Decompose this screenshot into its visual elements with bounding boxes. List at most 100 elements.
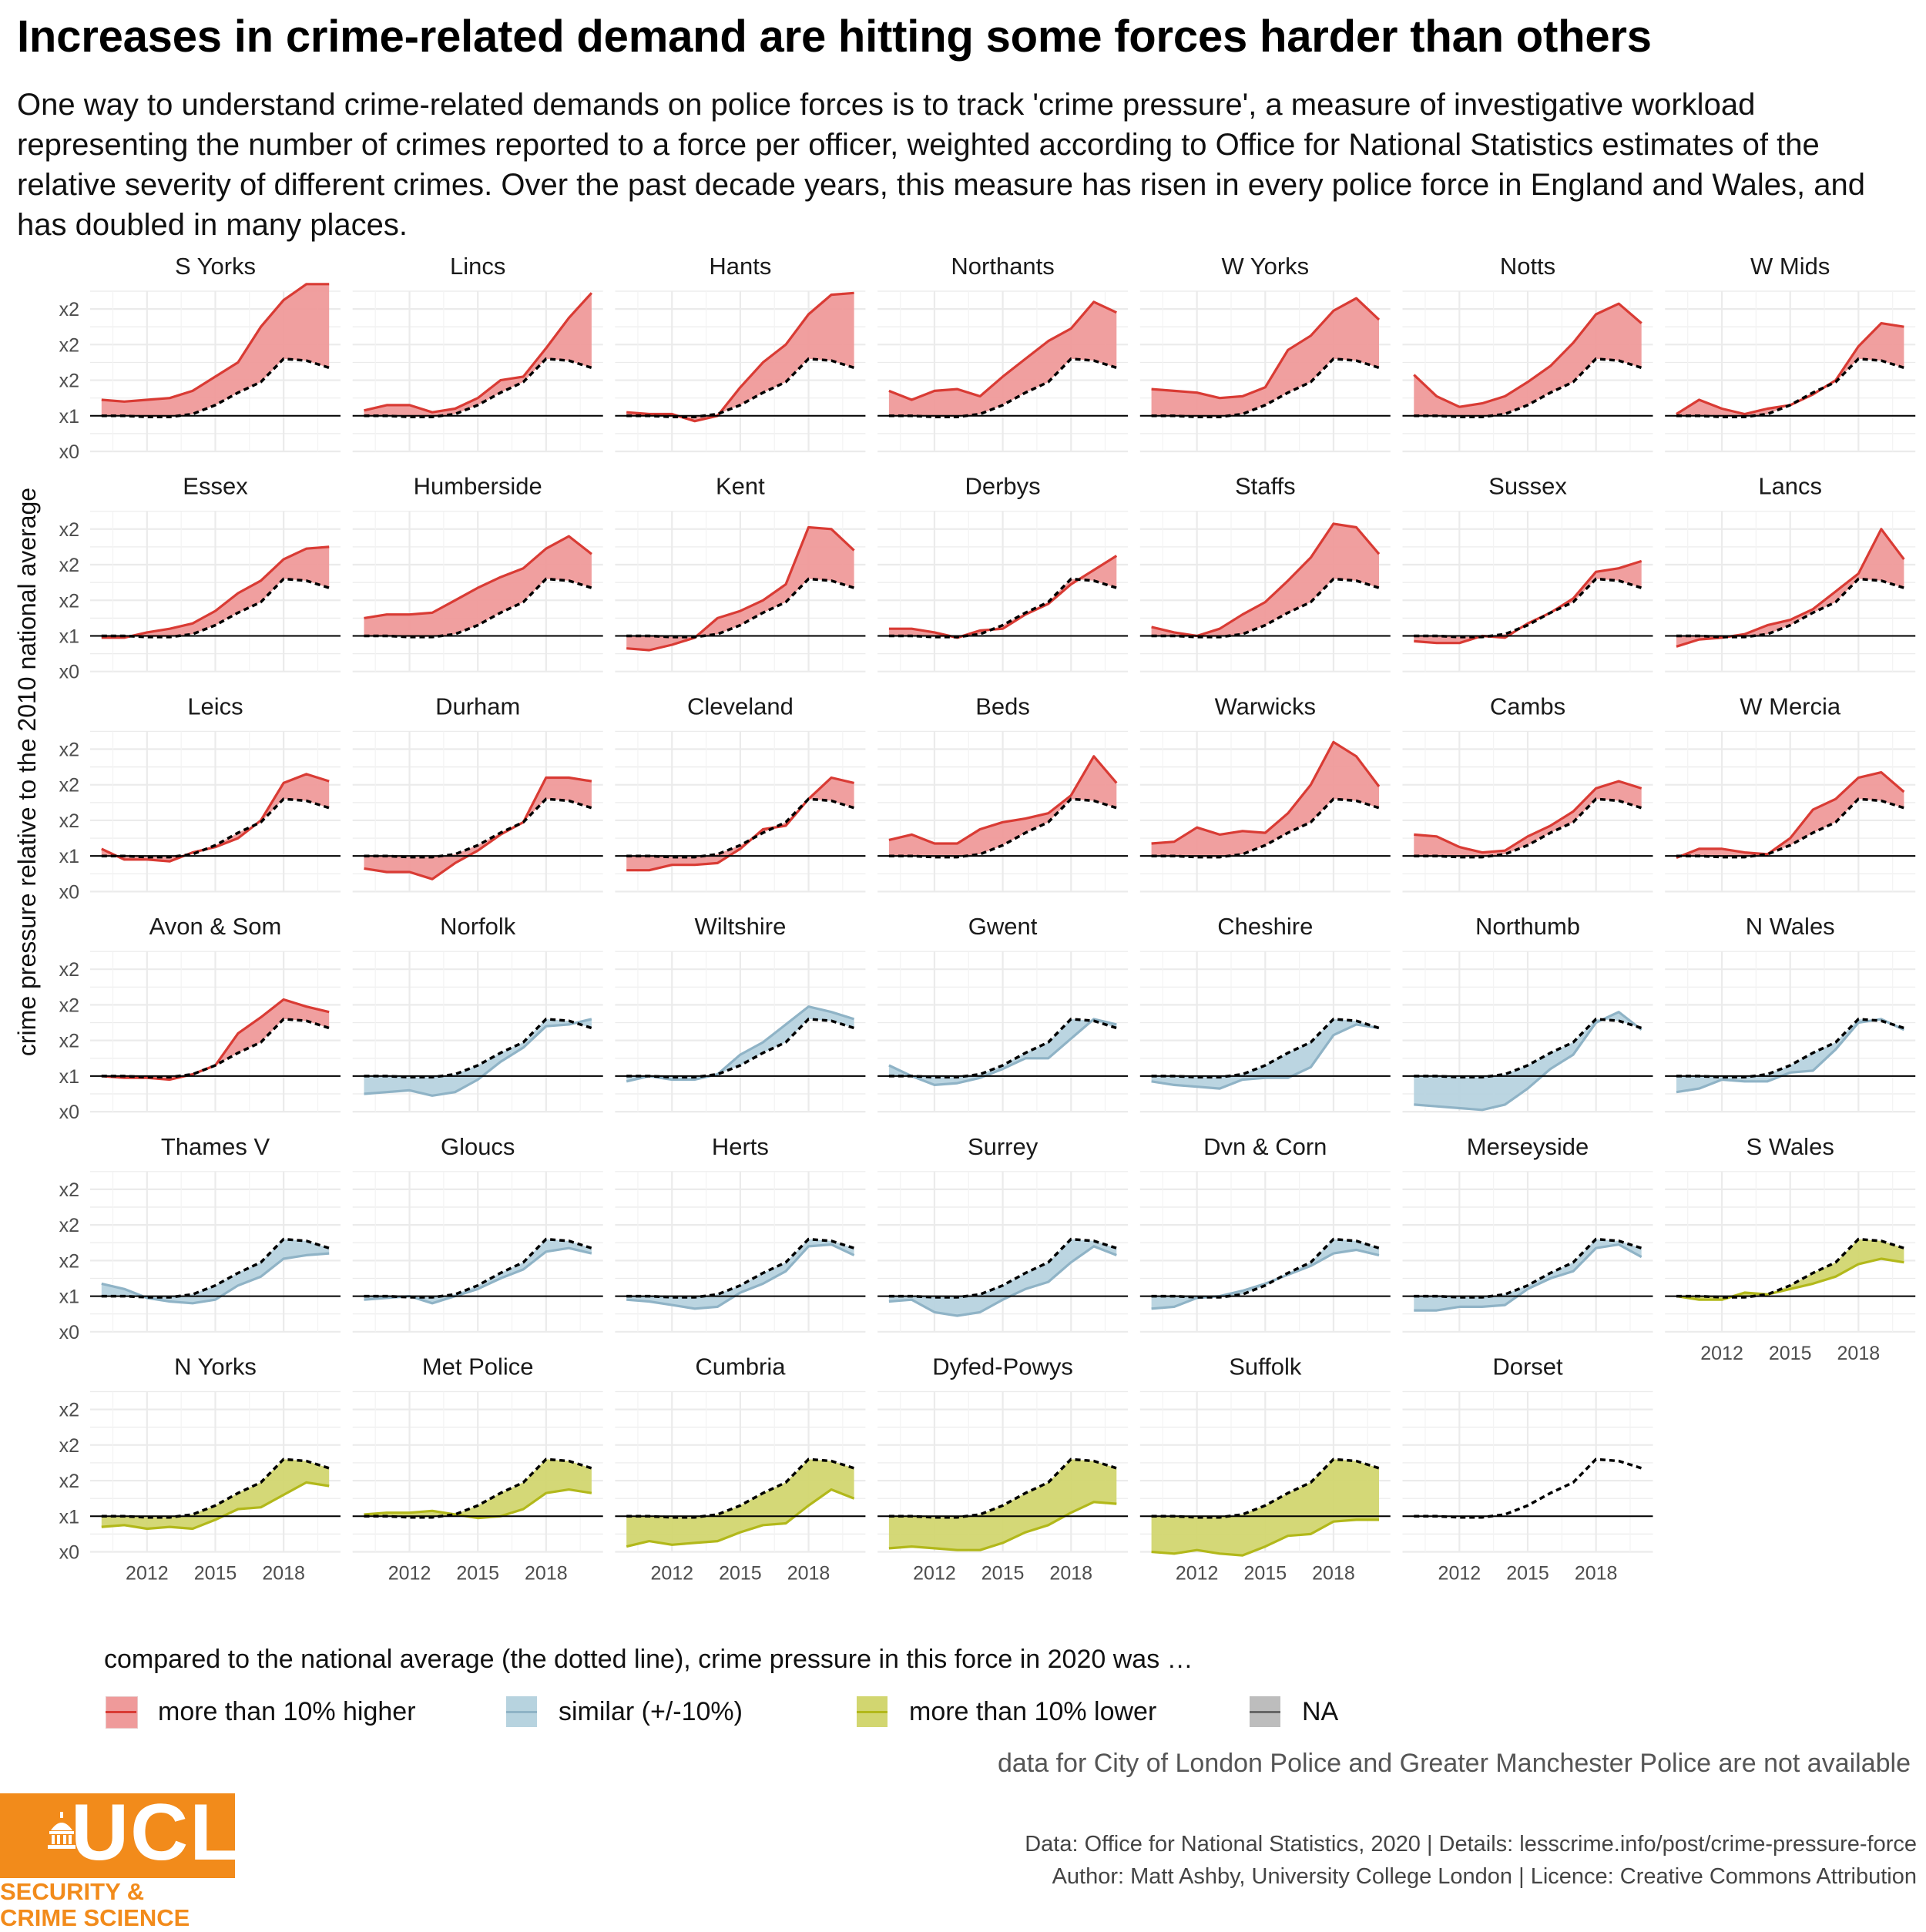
force-line-n-wales xyxy=(1676,1018,1905,1094)
y-tick-label: x2 xyxy=(59,1400,79,1421)
force-line-warwicks xyxy=(1151,740,1381,845)
national-average-line xyxy=(1151,1018,1380,1079)
x-tick-label: 2015 xyxy=(719,1563,762,1585)
national-average-line xyxy=(1676,577,1904,639)
national-average-line xyxy=(1151,1457,1380,1519)
panel-title-beds: Beds xyxy=(975,693,1030,719)
ribbon-gloucs xyxy=(364,1239,592,1303)
ribbon-merseyside xyxy=(1414,1239,1642,1311)
ribbon-humberside xyxy=(364,536,592,637)
ribbon-dvn-corn xyxy=(1151,1239,1379,1309)
panel-title-s-yorks: S Yorks xyxy=(175,253,256,280)
y-tick-label: x2 xyxy=(59,519,79,541)
y-tick-label: x2 xyxy=(59,810,79,832)
x-tick-label: 2018 xyxy=(1837,1343,1881,1364)
ribbon-cumbria xyxy=(626,1459,854,1547)
national-average-line xyxy=(888,357,1117,418)
panel-title-avon-som: Avon & Som xyxy=(149,913,282,940)
ribbon-surrey xyxy=(888,1239,1117,1316)
force-line-dyfed-powys xyxy=(888,1501,1117,1551)
national-average-line xyxy=(1676,357,1904,418)
x-tick-label: 2012 xyxy=(1176,1563,1219,1585)
national-average-line xyxy=(101,1457,330,1519)
ribbon-w-mids xyxy=(1676,323,1904,418)
ribbon-n-yorks xyxy=(101,1459,330,1529)
panel-title-staffs: Staffs xyxy=(1235,473,1296,500)
panel-title-n-wales: N Wales xyxy=(1746,913,1835,940)
panel-title-thames-v: Thames V xyxy=(161,1133,270,1160)
panel-title-cleveland: Cleveland xyxy=(687,693,794,719)
panel-title-northumb: Northumb xyxy=(1475,913,1580,940)
force-line-w-yorks xyxy=(1151,297,1381,400)
national-average-line xyxy=(626,1018,855,1079)
y-tick-label: x2 xyxy=(59,1250,79,1272)
y-tick-label: x2 xyxy=(59,1031,79,1052)
panel-title-cumbria: Cumbria xyxy=(695,1353,786,1380)
ribbon-avon-som xyxy=(101,999,330,1080)
panel-title-northants: Northants xyxy=(951,253,1054,280)
force-line-n-yorks xyxy=(101,1481,330,1531)
x-tick-label: 2012 xyxy=(913,1563,956,1585)
panel-title-s-wales: S Wales xyxy=(1746,1133,1834,1160)
force-line-merseyside xyxy=(1414,1243,1642,1312)
national-average-line xyxy=(888,1018,1117,1079)
legend-item-na: NA xyxy=(1248,1692,1338,1731)
national-average-line xyxy=(626,797,855,859)
ribbon-cleveland xyxy=(626,777,854,870)
y-tick-label: x0 xyxy=(59,881,79,903)
x-tick-label: 2015 xyxy=(456,1563,499,1585)
force-line-wiltshire xyxy=(626,1005,855,1083)
panel-title-suffolk: Suffolk xyxy=(1229,1353,1302,1380)
national-average-line xyxy=(364,797,592,859)
national-average-line xyxy=(101,797,330,859)
ribbon-n-wales xyxy=(1676,1018,1904,1092)
force-line-sussex xyxy=(1414,559,1642,645)
y-tick-label: x0 xyxy=(59,1102,79,1123)
national-average-line xyxy=(364,577,592,639)
force-line-gwent xyxy=(888,1018,1117,1087)
ucl-logo xyxy=(0,1793,235,1878)
national-average-line xyxy=(888,797,1117,859)
national-average-line xyxy=(101,577,330,639)
force-line-thames-v xyxy=(101,1252,330,1305)
force-line-cheshire xyxy=(1151,1023,1380,1090)
force-line-herts xyxy=(626,1243,855,1310)
panel-title-warwicks: Warwicks xyxy=(1215,693,1316,719)
national-average-line xyxy=(888,1457,1117,1519)
national-average-line xyxy=(1676,1237,1904,1299)
ribbon-lancs xyxy=(1676,528,1904,647)
y-tick-label: x0 xyxy=(59,1322,79,1343)
panel-title-kent: Kent xyxy=(716,473,765,500)
ribbon-northumb xyxy=(1414,1011,1642,1110)
y-tick-label: x1 xyxy=(59,1066,79,1088)
data-availability-note: data for City of London Police and Great… xyxy=(997,1749,1911,1778)
national-average-line xyxy=(1676,797,1904,859)
national-average-line xyxy=(1414,357,1642,418)
ribbon-s-yorks xyxy=(101,283,330,418)
national-average-line xyxy=(1414,797,1642,859)
caption-source: Data: Office for National Statistics, 20… xyxy=(1025,1832,1917,1857)
ribbon-w-mercia xyxy=(1676,772,1904,858)
force-line-notts xyxy=(1413,302,1642,408)
panel-title-met-police: Met Police xyxy=(422,1353,534,1380)
force-line-staffs xyxy=(1151,522,1381,638)
caption-author: Author: Matt Ashby, University College L… xyxy=(1052,1864,1917,1889)
panel-title-herts: Herts xyxy=(712,1133,769,1160)
national-average-line xyxy=(1414,1457,1642,1519)
x-tick-label: 2015 xyxy=(981,1563,1025,1585)
force-line-northants xyxy=(888,300,1117,401)
panel-title-w-mids: W Mids xyxy=(1750,253,1830,280)
national-average-line xyxy=(1151,357,1380,418)
national-average-line xyxy=(1414,1237,1642,1299)
panel-title-merseyside: Merseyside xyxy=(1467,1133,1589,1160)
y-tick-label: x0 xyxy=(59,441,79,463)
y-tick-label: x1 xyxy=(59,1286,79,1308)
panel-title-norfolk: Norfolk xyxy=(440,913,516,940)
panel-title-hants: Hants xyxy=(709,253,771,280)
national-average-line xyxy=(364,357,592,418)
x-tick-label: 2015 xyxy=(1769,1343,1812,1364)
panel-title-leics: Leics xyxy=(187,693,243,719)
ribbon-met-police xyxy=(364,1459,592,1518)
national-average-line xyxy=(1151,1237,1380,1299)
ribbon-dyfed-powys xyxy=(888,1459,1117,1551)
